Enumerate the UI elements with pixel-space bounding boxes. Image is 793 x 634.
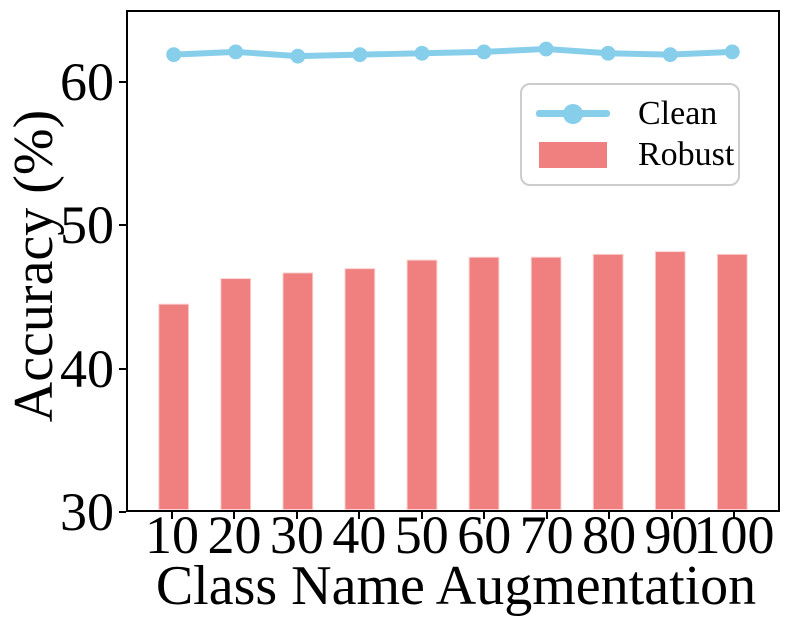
robust-bar-30 [281,271,315,510]
x-axis-title: Class Name Augmentation [155,555,757,617]
x-tick-label-70: 70 [519,505,574,565]
robust-bar-100 [715,252,749,510]
y-tick-label-50: 50 [60,195,114,256]
x-tick-mark-80 [608,512,611,519]
x-tick-label-30: 30 [269,505,324,565]
x-tick-label-50: 50 [394,505,449,565]
x-tick-mark-30 [295,512,298,519]
x-tick-mark-20 [233,512,236,519]
x-tick-label-20: 20 [207,505,262,565]
x-tick-label-100: 100 [693,505,775,565]
legend: Clean Robust [520,83,740,186]
clean-line [173,46,733,60]
robust-bar-80 [591,252,625,510]
x-tick-mark-10 [171,512,173,519]
x-tick-mark-90 [670,512,673,519]
plot-area: Clean Robust [126,10,780,512]
x-tick-mark-70 [545,512,548,519]
clean-marker-70 [538,41,554,57]
clean-line-swatch [536,103,610,124]
legend-item-robust: Robust [534,138,734,172]
y-tick-label-60: 60 [60,51,114,112]
clean-marker-80 [600,45,616,61]
x-tick-mark-60 [483,512,486,519]
robust-bar-20 [219,277,253,510]
legend-label-clean: Clean [638,94,718,132]
clean-legend-key [534,103,612,124]
legend-item-clean: Clean [534,94,726,132]
clean-marker-30 [290,48,306,64]
clean-marker-10 [166,47,182,63]
y-tick-label-40: 40 [60,338,114,399]
robust-legend-key [534,142,612,169]
x-tick-mark-100 [733,512,735,519]
x-tick-mark-40 [358,512,361,519]
y-tick-mark-30 [119,511,126,513]
clean-marker-40 [352,47,368,63]
clean-marker-20 [228,44,244,60]
y-tick-mark-50 [119,224,126,227]
robust-bar-swatch [539,142,607,169]
robust-bar-10 [157,302,191,510]
legend-label-robust: Robust [638,136,735,174]
x-tick-label-40: 40 [332,505,387,565]
chart-canvas [157,41,749,510]
robust-bar-90 [653,250,687,510]
y-tick-mark-60 [119,80,126,83]
robust-bar-40 [343,267,377,510]
clean-marker-50 [414,45,430,61]
x-tick-label-60: 60 [457,505,512,565]
x-tick-mark-50 [420,512,423,519]
y-tick-mark-40 [119,367,126,370]
robust-bar-50 [405,258,439,510]
robust-bar-70 [529,255,563,510]
y-tick-label-30: 30 [60,482,114,542]
robust-bar-60 [467,255,501,510]
clean-marker-100 [724,44,740,60]
x-tick-label-90: 90 [644,505,699,565]
x-tick-label-10: 10 [145,505,199,565]
clean-marker-60 [476,44,492,60]
clean-marker-90 [662,47,678,63]
x-tick-label-80: 80 [582,505,637,565]
clean-marker-dot [563,103,583,124]
